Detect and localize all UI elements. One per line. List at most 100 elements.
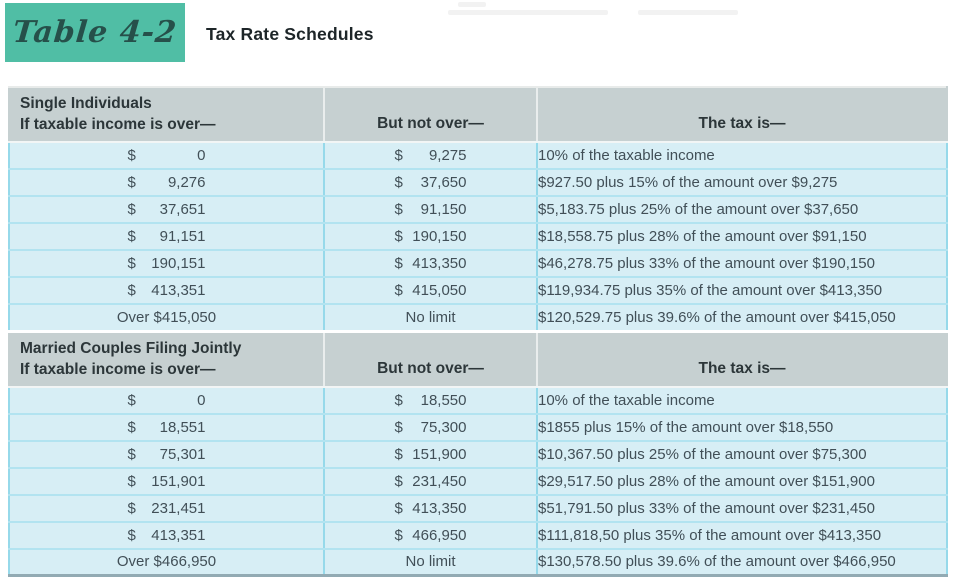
table-number-badge: Table 4-2 xyxy=(5,3,185,62)
income-over-cell: $75,301 xyxy=(8,439,325,469)
income-over-header: If taxable income is over— xyxy=(20,116,216,133)
tax-bracket-row: Over $415,050 No limit $120,529.75 plus … xyxy=(8,303,948,332)
not-over-value: 413,350 xyxy=(412,499,467,517)
tax-bracket-row: $9,276 $37,650 $927.50 plus 15% of the a… xyxy=(8,168,948,197)
tax-cell: $18,558.75 plus 28% of the amount over $… xyxy=(536,222,948,251)
not-over-cell: No limit xyxy=(323,303,538,332)
tax-bracket-row: $231,451 $413,350 $51,791.50 plus 33% of… xyxy=(8,493,948,523)
tax-bracket-row: Over $466,950 No limit $130,578.50 plus … xyxy=(8,547,948,577)
income-over-value: 9,276 xyxy=(167,174,206,191)
table-number-label: Table 4-2 xyxy=(11,15,179,50)
not-over-cell: $413,350 xyxy=(323,493,538,523)
filing-status-label: Married Couples Filing Jointly xyxy=(20,339,242,357)
not-over-value: 413,350 xyxy=(412,255,467,272)
tax-bracket-row: $413,351 $466,950 $111,818,50 plus 35% o… xyxy=(8,520,948,550)
currency-sign: $ xyxy=(394,228,403,245)
currency-sign: $ xyxy=(394,499,403,517)
income-over-value: 231,451 xyxy=(151,499,206,517)
income-over-cell: $37,651 xyxy=(8,195,325,224)
not-over-cell: $37,650 xyxy=(323,168,538,197)
not-over-header: But not over— xyxy=(323,86,537,143)
income-over-cell: $91,151 xyxy=(8,222,325,251)
not-over-value: 190,150 xyxy=(412,228,467,245)
currency-sign: $ xyxy=(127,391,136,409)
currency-sign: $ xyxy=(394,174,403,191)
income-over-cell: $190,151 xyxy=(8,249,325,278)
income-over-value: 91,151 xyxy=(159,228,206,245)
income-over-value: 151,901 xyxy=(151,472,206,490)
not-over-cell: No limit xyxy=(323,547,538,577)
tax-bracket-row: $190,151 $413,350 $46,278.75 plus 33% of… xyxy=(8,249,948,278)
currency-sign: $ xyxy=(127,282,136,299)
not-over-value: 18,550 xyxy=(420,391,467,409)
currency-sign: $ xyxy=(127,526,136,544)
income-over-header: If taxable income is over— xyxy=(20,360,216,378)
not-over-cell: $91,150 xyxy=(323,195,538,224)
not-over-cell: $18,550 xyxy=(323,385,538,415)
page-title: Tax Rate Schedules xyxy=(206,24,374,44)
income-over-cell: Over $415,050 xyxy=(8,303,325,332)
income-over-value: 413,351 xyxy=(151,282,206,299)
income-over-cell: $413,351 xyxy=(8,276,325,305)
tax-bracket-row: $413,351 $415,050 $119,934.75 plus 35% o… xyxy=(8,276,948,305)
scan-artifact xyxy=(458,2,486,7)
income-over-value: 37,651 xyxy=(159,201,206,218)
currency-sign: $ xyxy=(127,418,136,436)
filing-status-label: Single Individuals xyxy=(20,95,152,112)
tax-is-header: The tax is— xyxy=(536,329,948,388)
currency-sign: $ xyxy=(127,201,136,218)
income-over-value: 18,551 xyxy=(159,418,206,436)
currency-sign: $ xyxy=(127,255,136,272)
currency-sign: $ xyxy=(394,147,403,164)
scan-artifact xyxy=(638,10,738,15)
not-over-cell: $413,350 xyxy=(323,249,538,278)
currency-sign: $ xyxy=(127,147,136,164)
tax-cell: $10,367.50 plus 25% of the amount over $… xyxy=(536,439,948,469)
income-over-cell: $413,351 xyxy=(8,520,325,550)
not-over-cell: $75,300 xyxy=(323,412,538,442)
tax-cell: $51,791.50 plus 33% of the amount over $… xyxy=(536,493,948,523)
income-over-cell: $231,451 xyxy=(8,493,325,523)
not-over-cell: $190,150 xyxy=(323,222,538,251)
tax-bracket-row: $37,651 $91,150 $5,183.75 plus 25% of th… xyxy=(8,195,948,224)
tax-cell: $29,517.50 plus 28% of the amount over $… xyxy=(536,466,948,496)
not-over-value: 415,050 xyxy=(412,282,467,299)
income-over-value: 413,351 xyxy=(151,526,206,544)
currency-sign: $ xyxy=(394,282,403,299)
income-over-cell: $18,551 xyxy=(8,412,325,442)
income-over-value: 0 xyxy=(197,147,206,164)
tax-bracket-row: $91,151 $190,150 $18,558.75 plus 28% of … xyxy=(8,222,948,251)
not-over-value: 37,650 xyxy=(420,174,467,191)
currency-sign: $ xyxy=(394,445,403,463)
section-header-row: Single Individuals If taxable income is … xyxy=(8,86,948,143)
income-over-value: 0 xyxy=(197,391,206,409)
income-over-value: 75,301 xyxy=(159,445,206,463)
not-over-cell: $9,275 xyxy=(323,141,538,170)
income-over-value: 190,151 xyxy=(151,255,206,272)
not-over-value: 151,900 xyxy=(412,445,467,463)
not-over-value: 9,275 xyxy=(428,147,467,164)
currency-sign: $ xyxy=(394,418,403,436)
not-over-header: But not over— xyxy=(323,329,537,388)
tax-bracket-row: $18,551 $75,300 $1855 plus 15% of the am… xyxy=(8,412,948,442)
tax-bracket-row: $0 $18,550 10% of the taxable income xyxy=(8,385,948,415)
income-over-cell: Over $466,950 xyxy=(8,547,325,577)
section-header-col1: Married Couples Filing Jointly If taxabl… xyxy=(8,329,324,388)
currency-sign: $ xyxy=(127,228,136,245)
section-header-row: Married Couples Filing Jointly If taxabl… xyxy=(8,329,948,388)
not-over-value: 91,150 xyxy=(420,201,467,218)
tax-cell: 10% of the taxable income xyxy=(536,141,948,170)
not-over-cell: $231,450 xyxy=(323,466,538,496)
not-over-cell: $151,900 xyxy=(323,439,538,469)
currency-sign: $ xyxy=(127,445,136,463)
not-over-cell: $466,950 xyxy=(323,520,538,550)
not-over-value: 75,300 xyxy=(420,418,467,436)
tax-bracket-row: $151,901 $231,450 $29,517.50 plus 28% of… xyxy=(8,466,948,496)
not-over-cell: $415,050 xyxy=(323,276,538,305)
tax-cell: $5,183.75 plus 25% of the amount over $3… xyxy=(536,195,948,224)
income-over-cell: $0 xyxy=(8,385,325,415)
tax-cell: $120,529.75 plus 39.6% of the amount ove… xyxy=(536,303,948,332)
currency-sign: $ xyxy=(127,499,136,517)
not-over-value: 466,950 xyxy=(412,526,467,544)
